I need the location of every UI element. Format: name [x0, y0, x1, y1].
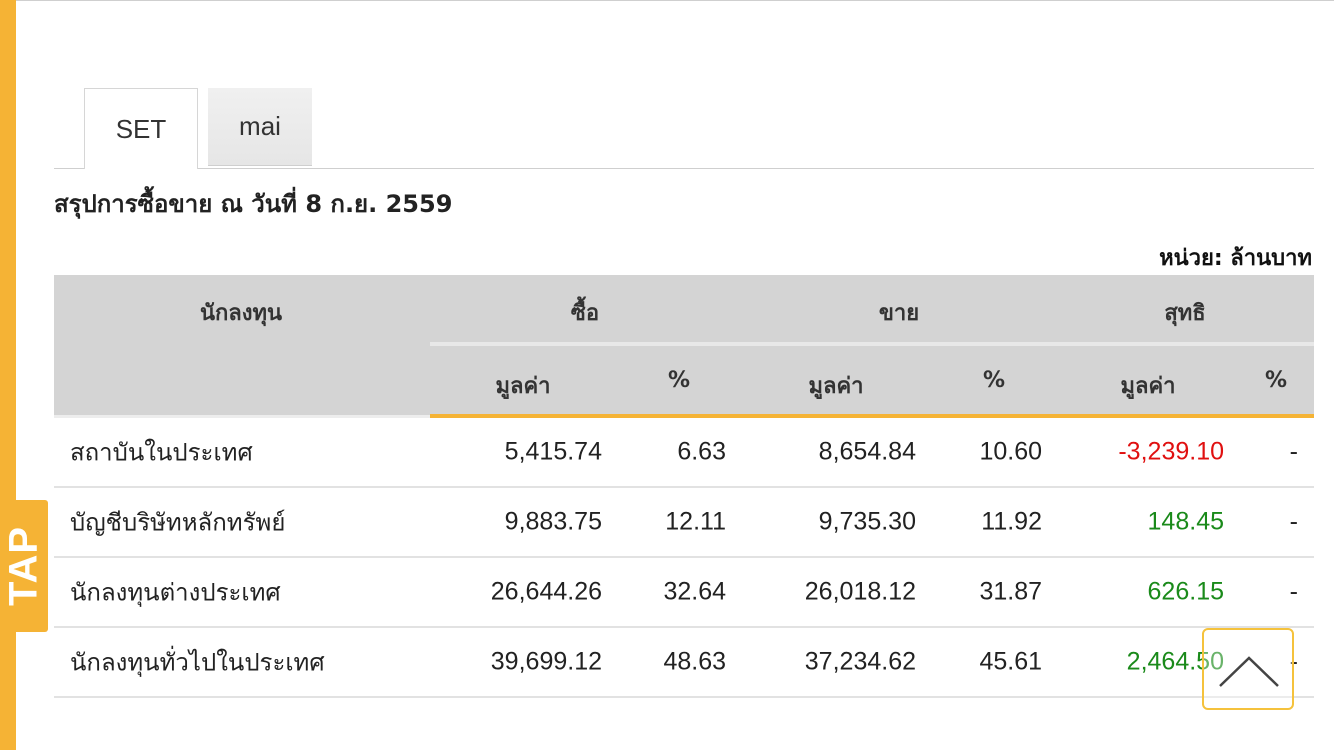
sell-value: 26,018.12	[804, 577, 916, 606]
tab-mai[interactable]: mai	[208, 88, 312, 166]
net-value: -3,239.10	[1118, 437, 1224, 466]
header-sell: ขาย	[878, 301, 920, 326]
table-row: สถาบันในประเทศ 5,415.74 6.63 8,654.84 10…	[54, 418, 1314, 488]
buy-value: 5,415.74	[504, 437, 602, 466]
table-row: บัญชีบริษัทหลักทรัพย์ 9,883.75 12.11 9,7…	[54, 488, 1314, 558]
tab-set-label: SET	[115, 113, 167, 144]
header-net-percent: %	[1264, 368, 1288, 393]
net-value: 2,464.50	[1126, 647, 1224, 676]
sell-percent: 31.87	[979, 577, 1042, 606]
sell-value: 37,234.62	[804, 647, 916, 676]
buy-percent: 48.63	[663, 647, 726, 676]
buy-percent: 32.64	[663, 577, 726, 606]
table-row: นักลงทุนทั่วไปในประเทศ 39,699.12 48.63 3…	[54, 628, 1314, 698]
table-row: นักลงทุนต่างประเทศ 26,644.26 32.64 26,01…	[54, 558, 1314, 628]
sell-percent: 10.60	[979, 437, 1042, 466]
table-header: นักลงทุน ซื้อ ขาย สุทธิ มูลค่า % มูลค่า …	[54, 275, 1314, 418]
investor-name: นักลงทุนต่างประเทศ	[70, 578, 281, 607]
buy-value: 39,699.12	[490, 647, 602, 676]
tab-set[interactable]: SET	[84, 88, 198, 169]
header-buy-value: มูลค่า	[495, 374, 551, 399]
market-tabs: SET mai	[54, 88, 1314, 169]
net-value: 148.45	[1147, 507, 1224, 536]
net-percent: -	[1289, 437, 1298, 466]
header-buy-percent: %	[667, 368, 691, 393]
summary-title: สรุปการซื้อขาย ณ วันที่ 8 ก.ย. 2559	[54, 190, 453, 218]
header-investor: นักลงทุน	[199, 301, 283, 326]
buy-value: 9,883.75	[504, 507, 602, 536]
investor-name: บัญชีบริษัทหลักทรัพย์	[70, 508, 286, 537]
header-left-bottom	[54, 415, 430, 418]
sell-value: 8,654.84	[818, 437, 916, 466]
sell-value: 9,735.30	[818, 507, 916, 536]
net-percent: -	[1289, 507, 1298, 536]
tap-side-tab-label: TAP	[1, 525, 46, 607]
header-net: สุทธิ	[1164, 301, 1206, 326]
chevron-up-icon	[1219, 656, 1279, 687]
header-accent-line	[430, 414, 1314, 418]
investor-name: นักลงทุนทั่วไปในประเทศ	[70, 648, 325, 677]
top-border	[0, 0, 1334, 1]
sell-percent: 45.61	[979, 647, 1042, 676]
net-percent: -	[1289, 577, 1298, 606]
header-buy: ซื้อ	[570, 301, 600, 326]
unit-label: หน่วย: ล้านบาท	[1159, 246, 1312, 271]
left-accent-stripe	[0, 0, 16, 750]
header-sell-percent: %	[982, 368, 1006, 393]
buy-value: 26,644.26	[490, 577, 602, 606]
investor-trading-table: นักลงทุน ซื้อ ขาย สุทธิ มูลค่า % มูลค่า …	[54, 275, 1314, 698]
tab-mai-label: mai	[239, 111, 281, 141]
sell-percent: 11.92	[981, 507, 1042, 536]
header-net-value: มูลค่า	[1120, 374, 1176, 399]
scroll-to-top-button[interactable]	[1202, 628, 1294, 710]
header-sell-value: มูลค่า	[808, 374, 864, 399]
buy-percent: 12.11	[665, 507, 726, 536]
header-divider	[430, 342, 1314, 346]
tap-side-tab[interactable]	[0, 500, 48, 632]
net-value: 626.15	[1147, 577, 1224, 606]
investor-name: สถาบันในประเทศ	[70, 438, 253, 467]
buy-percent: 6.63	[677, 437, 726, 466]
